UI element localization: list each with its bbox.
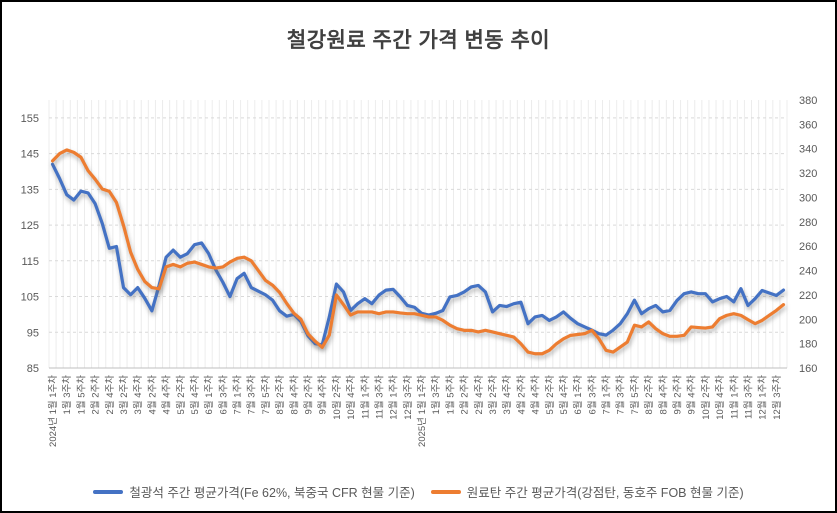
x-axis-tick-label: 3월 4주차: [132, 375, 144, 415]
y-axis-right-tick-label: 260: [799, 241, 817, 253]
y-axis-left-labels: 85 95 105 115 125 135 145 155: [21, 113, 39, 375]
y-axis-left-tick-label: 85: [27, 363, 39, 375]
x-axis-tick-label: 8월 4주차: [288, 375, 300, 415]
y-axis-right-tick-label: 360: [799, 119, 817, 131]
horizontal-gridlines: [49, 117, 787, 333]
y-axis-left-tick-label: 95: [27, 327, 39, 339]
x-axis-tick-label: 11월 3주차: [373, 375, 385, 419]
y-axis-right-tick-label: 320: [799, 168, 817, 180]
x-axis-tick-label: 10월 2주차: [700, 375, 712, 420]
vertical-gridlines: [48, 100, 788, 368]
x-axis-tick-label: 9월 4주차: [317, 375, 329, 415]
x-axis-tick-label: 12월 1주차: [388, 375, 400, 420]
y-axis-right-tick-label: 380: [799, 95, 817, 107]
x-axis-tick-label: 6월 1주차: [203, 375, 215, 415]
y-axis-right-tick-label: 200: [799, 314, 817, 326]
y-axis-right-tick-label: 300: [799, 192, 817, 204]
x-axis-tick-label: 3월 4주차: [501, 375, 513, 415]
x-axis-tick-label: 7월 3주차: [615, 375, 627, 415]
y-axis-right-tick-label: 180: [799, 339, 817, 351]
x-axis-tick-label: 4월 2주차: [515, 375, 527, 415]
x-axis-tick-label: 10월 4주차: [345, 375, 357, 420]
y-axis-right-tick-label: 280: [799, 217, 817, 229]
x-axis-tick-label: 1월 5주차: [444, 375, 456, 415]
series-line-iron-ore: [50, 162, 786, 347]
legend-label-coking-coal: 원료탄 주간 평균가격(강점탄, 동호주 FOB 현물 기준): [466, 486, 744, 500]
x-axis-tick-label: 2월 2주차: [90, 375, 102, 415]
chart-title: 철강원료 주간 가격 변동 추이: [286, 29, 551, 52]
x-axis-tick-label: 2월 4주차: [104, 375, 116, 415]
x-axis-tick-label: 1월 3주차: [430, 375, 442, 415]
y-axis-right-tick-label: 220: [799, 290, 817, 302]
series-line-coking-coal: [50, 148, 786, 356]
y-axis-left-tick-label: 115: [21, 256, 39, 268]
y-axis-left-tick-label: 105: [21, 292, 39, 304]
legend: 철광석 주간 평균가격(Fe 62%, 북중국 CFR 현물 기준) 원료탄 주…: [2, 482, 835, 501]
x-axis-tick-label: 8월 2주차: [274, 375, 286, 415]
x-axis-tick-label: 1월 5주차: [75, 375, 87, 415]
x-axis-tick-label: 2024년 1월 1주차: [47, 375, 59, 447]
y-axis-left-tick-label: 135: [21, 184, 39, 196]
x-axis-tick-label: 2025년 1월 1주차: [416, 375, 428, 447]
y-axis-right-tick-label: 160: [799, 363, 817, 375]
x-axis-tick-label: 3월 2주차: [118, 375, 130, 415]
y-axis-right-labels: 160 180 200 220 240 260 280 300 320 340 360 380: [799, 95, 817, 375]
x-axis-tick-label: 5월 2주차: [175, 375, 187, 415]
y-axis-left-tick-label: 125: [21, 220, 39, 232]
legend-label-iron-ore: 철광석 주간 평균가격(Fe 62%, 북중국 CFR 현물 기준): [129, 486, 415, 500]
y-axis-right-tick-label: 340: [799, 144, 817, 156]
x-axis-tick-label: 7월 3주차: [246, 375, 258, 415]
legend-item-iron-ore: 철광석 주간 평균가격(Fe 62%, 북중국 CFR 현물 기준): [93, 482, 415, 501]
x-axis-tick-label: 6월 1주차: [572, 375, 584, 415]
x-axis-tick-label: 9월 2주차: [303, 375, 315, 415]
x-axis-tick-label: 9월 2주차: [672, 375, 684, 415]
x-axis-tick-label: 2월 2주차: [459, 375, 471, 415]
x-axis-tick-label: 9월 4주차: [686, 375, 698, 415]
x-axis-tick-label: 4월 2주차: [146, 375, 158, 415]
x-axis-tick-label: 11월 3주차: [742, 375, 754, 419]
x-axis-tick-label: 11월 1주차: [359, 375, 371, 419]
y-axis-right-tick-label: 240: [799, 266, 817, 278]
x-axis-tick-label: 4월 4주차: [161, 375, 173, 415]
x-axis-tick-label: 12월 1주차: [757, 375, 769, 420]
legend-item-coking-coal: 원료탄 주간 평균가격(강점탄, 동호주 FOB 현물 기준): [430, 482, 744, 501]
x-axis-tick-label: 8월 2주차: [643, 375, 655, 415]
x-axis-tick-label: 12월 3주차: [402, 375, 414, 420]
x-axis-tick-label: 2월 4주차: [473, 375, 485, 415]
x-axis-tick-label: 11월 1주차: [728, 375, 740, 419]
y-axis-left-tick-label: 155: [21, 113, 39, 125]
x-axis-tick-label: 3월 2주차: [487, 375, 499, 415]
x-axis-tick-label: 7월 1주차: [232, 375, 244, 415]
x-axis-tick-label: 1월 3주차: [61, 375, 73, 415]
x-axis-tick-label: 5월 4주차: [189, 375, 201, 415]
x-axis-tick-label: 10월 4주차: [714, 375, 726, 420]
x-axis-tick-label: 12월 3주차: [771, 375, 783, 420]
x-axis-labels: 2024년 1월 1주차 1월 3주차 1월 5주차 2월 2주차 2월 4주차 3월 2…: [47, 375, 783, 447]
x-axis-tick-label: 7월 5주차: [629, 375, 641, 415]
x-axis-tick-label: 6월 3주차: [586, 375, 598, 415]
legend-swatch-iron-ore: [93, 489, 124, 494]
x-axis-tick-label: 5월 2주차: [544, 375, 556, 415]
x-axis-tick-label: 7월 1주차: [601, 375, 613, 415]
x-axis-tick-label: 6월 3주차: [217, 375, 229, 415]
y-axis-left-tick-label: 145: [21, 149, 39, 161]
x-axis-tick-label: 4월 4주차: [530, 375, 542, 415]
x-axis-tick-label: 8월 4주차: [657, 375, 669, 415]
legend-swatch-coking-coal: [430, 489, 461, 494]
x-axis-tick-label: 10월 2주차: [331, 375, 343, 420]
x-axis-tick-label: 5월 4주차: [558, 375, 570, 415]
x-axis-tick-label: 7월 5주차: [260, 375, 272, 415]
